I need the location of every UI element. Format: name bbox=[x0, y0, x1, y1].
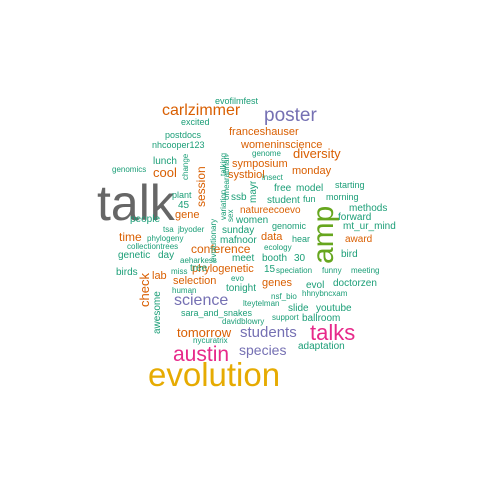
word-starting: starting bbox=[335, 180, 365, 190]
word-hhnybncxam: hhnybncxam bbox=[302, 289, 348, 298]
word-natureecoevo: natureecoevo bbox=[240, 205, 301, 216]
word-awesome: awesome bbox=[152, 291, 163, 334]
word-selection: selection bbox=[173, 275, 217, 287]
word-phylogeny: phylogeny bbox=[147, 234, 184, 243]
word-symposium: symposium bbox=[232, 158, 288, 170]
word-nycuratrix: nycuratrix bbox=[193, 336, 228, 345]
word-forward: forward bbox=[338, 212, 372, 223]
word-methods: methods bbox=[349, 203, 388, 214]
word-15: 15 bbox=[264, 264, 276, 275]
word-students: students bbox=[240, 324, 297, 341]
word-women: women bbox=[236, 215, 269, 226]
word-carlzimmer: carlzimmer bbox=[162, 102, 241, 119]
word-fun: fun bbox=[303, 194, 316, 204]
word-phylogenetic: phylogenetic bbox=[192, 263, 254, 275]
word-human: human bbox=[172, 286, 197, 295]
word-award: award bbox=[345, 234, 373, 245]
word-tomorrow: tomorrow bbox=[177, 325, 232, 340]
word-sunday: sunday bbox=[222, 225, 255, 236]
word-plant: plant bbox=[172, 190, 192, 200]
word-session: session bbox=[194, 166, 208, 207]
word-meet: meet bbox=[232, 253, 255, 264]
word-youtube: youtube bbox=[316, 303, 352, 314]
word-poster: poster bbox=[264, 105, 317, 126]
word-diversity: diversity bbox=[293, 146, 341, 161]
word-mayr: mayr bbox=[248, 180, 259, 203]
word-morning: morning bbox=[326, 192, 359, 202]
word-evol: evol bbox=[306, 280, 325, 291]
word-aeharkess: aeharkess bbox=[180, 256, 217, 265]
word-miss: miss bbox=[171, 267, 188, 276]
word-monday: monday bbox=[292, 165, 332, 177]
word-genes: genes bbox=[262, 277, 292, 289]
word-people: people bbox=[130, 214, 161, 225]
word-cool: cool bbox=[153, 165, 177, 180]
word-tsa: tsa bbox=[163, 225, 174, 234]
word-birds: birds bbox=[116, 267, 138, 278]
word-30: 30 bbox=[294, 253, 306, 264]
word-talk: talk bbox=[97, 175, 175, 231]
word-bird: bird bbox=[341, 249, 358, 260]
word-free: free bbox=[274, 183, 292, 194]
word-amp: amp bbox=[307, 205, 340, 264]
word-genomics: genomics bbox=[112, 165, 147, 174]
word-lteytelman: lteytelman bbox=[243, 299, 280, 308]
word-time: time bbox=[119, 230, 142, 244]
word-science: science bbox=[174, 292, 229, 309]
word-nhcooper123: nhcooper123 bbox=[152, 140, 205, 150]
word-species: species bbox=[239, 342, 287, 358]
word-mafnoor: mafnoor bbox=[220, 235, 257, 246]
word-meeting: meeting bbox=[351, 266, 380, 275]
word-sex: sex bbox=[226, 209, 235, 222]
word-day: day bbox=[158, 250, 175, 261]
word-model: model bbox=[296, 183, 324, 194]
word-genetic: genetic bbox=[118, 250, 151, 261]
word-franceshauser: franceshauser bbox=[229, 126, 299, 138]
word-collectiontrees: collectiontrees bbox=[127, 242, 179, 251]
word-slide: slide bbox=[288, 303, 309, 314]
word-davidblowry: davidblowry bbox=[222, 317, 265, 326]
word-genomic: genomic bbox=[272, 221, 307, 231]
word-ballroom: ballroom bbox=[302, 313, 341, 324]
word-conference: conference bbox=[191, 242, 251, 256]
word-womeninscience: womeninscience bbox=[241, 139, 323, 151]
word-nsf_bio: nsf_bio bbox=[271, 292, 297, 301]
word-evolution: evolution bbox=[148, 356, 281, 393]
word-lab: lab bbox=[152, 270, 167, 282]
word-postdocs: postdocs bbox=[165, 130, 202, 140]
word-evofilmfest: evofilmfest bbox=[215, 96, 259, 106]
word-speciation: speciation bbox=[276, 266, 313, 275]
word-support: support bbox=[272, 313, 299, 322]
word-hear: hear bbox=[292, 234, 311, 244]
word-lunch: lunch bbox=[153, 156, 177, 167]
word-doctorzen: doctorzen bbox=[333, 278, 377, 289]
word-systbiol: systbiol bbox=[228, 169, 265, 181]
word-tonight: tonight bbox=[226, 283, 257, 294]
word-data: data bbox=[261, 231, 283, 243]
word-excited: excited bbox=[181, 117, 210, 127]
word-jbyoder: jbyoder bbox=[178, 225, 205, 234]
word-tree: tree bbox=[190, 263, 208, 274]
word-adaptation: adaptation bbox=[298, 341, 345, 352]
word-sara_and_snakes: sara_and_snakes bbox=[181, 308, 253, 318]
word-booth: booth bbox=[262, 253, 288, 264]
word-ecology: ecology bbox=[264, 243, 292, 252]
word-talks: talks bbox=[310, 320, 356, 345]
word-austin: austin bbox=[173, 343, 230, 366]
word-45: 45 bbox=[178, 200, 190, 211]
word-evo: evo bbox=[231, 274, 244, 283]
word-check: check bbox=[137, 273, 152, 307]
word-student: student bbox=[267, 195, 300, 206]
word-ssb: ssb bbox=[231, 192, 247, 203]
word-mt_ur_mind: mt_ur_mind bbox=[343, 221, 396, 232]
word-insect: insect bbox=[262, 173, 283, 182]
word-funny: funny bbox=[322, 266, 342, 275]
word-gene: gene bbox=[175, 209, 200, 221]
word-genome: genome bbox=[252, 149, 281, 158]
word-change: change bbox=[181, 153, 190, 180]
